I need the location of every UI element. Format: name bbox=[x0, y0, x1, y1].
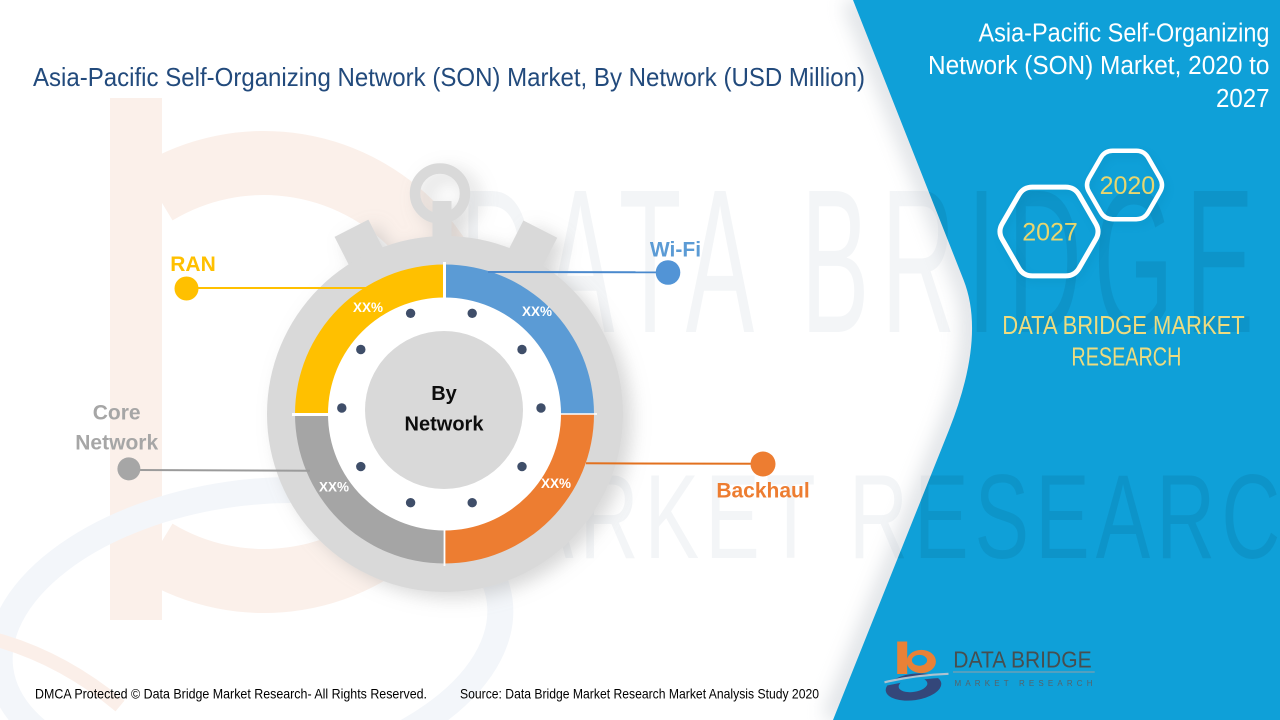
svg-text:2027: 2027 bbox=[1022, 219, 1078, 247]
svg-text:Asia-Pacific Self-Organizing: Asia-Pacific Self-Organizing bbox=[979, 20, 1270, 48]
svg-text:DATA BRIDGE MARKET: DATA BRIDGE MARKET bbox=[1002, 312, 1245, 340]
svg-text:2020: 2020 bbox=[1100, 172, 1156, 200]
svg-text:XX%: XX% bbox=[319, 479, 349, 494]
svg-text:2027: 2027 bbox=[1216, 85, 1270, 113]
svg-text:Core: Core bbox=[93, 401, 141, 424]
svg-text:RESEARCH: RESEARCH bbox=[1071, 344, 1181, 372]
svg-text:Backhaul: Backhaul bbox=[716, 480, 809, 503]
svg-text:XX%: XX% bbox=[353, 300, 383, 315]
svg-text:DMCA Protected © Data Bridge M: DMCA Protected © Data Bridge Market Rese… bbox=[35, 686, 427, 702]
svg-text:By: By bbox=[431, 383, 457, 405]
svg-text:Network (SON) Market, 2020 to: Network (SON) Market, 2020 to bbox=[928, 52, 1270, 80]
svg-text:Network: Network bbox=[75, 432, 158, 455]
svg-text:Wi-Fi: Wi-Fi bbox=[650, 239, 701, 262]
svg-text:RAN: RAN bbox=[170, 253, 216, 276]
svg-text:DATA BRIDGE: DATA BRIDGE bbox=[953, 647, 1091, 673]
svg-text:MARKET RESEARCH: MARKET RESEARCH bbox=[955, 679, 1097, 688]
svg-text:XX%: XX% bbox=[541, 476, 571, 491]
svg-text:XX%: XX% bbox=[522, 304, 552, 319]
svg-text:Network: Network bbox=[405, 414, 485, 436]
svg-text:Source: Data Bridge Market Res: Source: Data Bridge Market Research Mark… bbox=[460, 686, 819, 702]
svg-text:Asia-Pacific Self-Organizing N: Asia-Pacific Self-Organizing Network (SO… bbox=[33, 62, 865, 92]
